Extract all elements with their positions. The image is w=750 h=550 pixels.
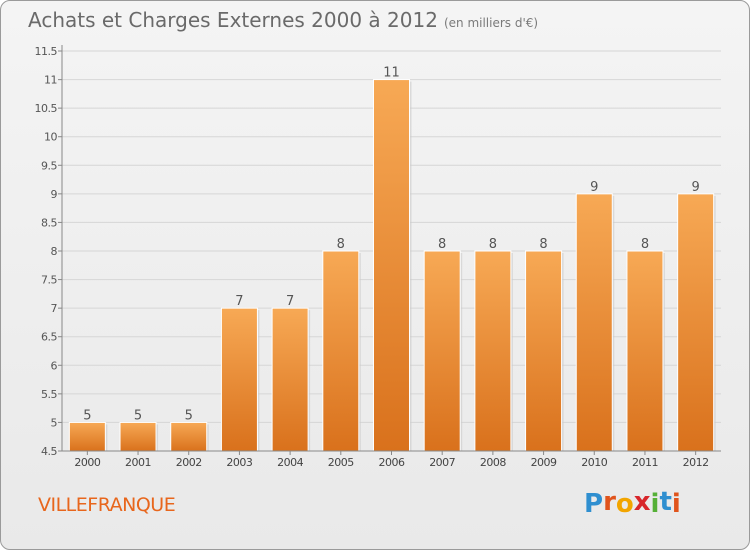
bar xyxy=(68,421,106,452)
bar xyxy=(119,421,157,452)
y-tick-label: 10.5 xyxy=(35,102,58,115)
bar xyxy=(626,250,664,452)
bar xyxy=(525,250,563,452)
y-tick-label: 5.5 xyxy=(41,388,57,401)
bar-value-label: 5 xyxy=(83,408,91,423)
bars: 5 5 5 7 7 8 11 8 8 8 9 8 9 xyxy=(68,66,716,452)
bar xyxy=(423,250,461,452)
bar xyxy=(575,193,613,452)
logo-letter: i xyxy=(650,489,660,519)
proxiti-logo: Proxiti xyxy=(584,487,681,519)
bar-value-label: 8 xyxy=(539,237,547,252)
bar-value-label: 9 xyxy=(692,180,700,195)
bar-value-label: 8 xyxy=(641,237,649,252)
bar-value-label: 9 xyxy=(590,180,598,195)
bar xyxy=(677,193,715,452)
x-tick-label: 2010 xyxy=(581,456,607,469)
x-tick-label: 2006 xyxy=(379,456,405,469)
x-tick-label: 2007 xyxy=(429,456,455,469)
bar xyxy=(220,307,258,452)
bar-value-label: 7 xyxy=(286,294,294,309)
bar-value-label: 8 xyxy=(489,237,497,252)
bar-value-label: 5 xyxy=(134,408,142,423)
x-tick-label: 2005 xyxy=(328,456,354,469)
y-tick-label: 5 xyxy=(51,416,58,429)
y-tick-label: 4.5 xyxy=(41,445,57,458)
y-tick-label: 11.5 xyxy=(35,45,58,58)
bar xyxy=(322,250,360,452)
logo-letter: r xyxy=(603,487,616,517)
x-tick-label: 2002 xyxy=(176,456,202,469)
y-tick-label: 9.5 xyxy=(41,159,57,172)
x-tick-label: 2008 xyxy=(480,456,506,469)
x-tick-label: 2012 xyxy=(683,456,709,469)
logo-letter: o xyxy=(615,489,634,519)
bar-value-label: 8 xyxy=(438,237,446,252)
bar xyxy=(474,250,512,452)
chart-title-text: Achats et Charges Externes 2000 à 2012 xyxy=(28,8,438,32)
y-tick-label: 10 xyxy=(44,131,57,144)
logo-letter: t xyxy=(659,487,672,517)
bar xyxy=(271,307,309,452)
commune-name: VILLEFRANQUE xyxy=(38,494,176,516)
y-tick-label: 11 xyxy=(44,74,57,87)
bar xyxy=(170,421,208,452)
x-tick-label: 2000 xyxy=(74,456,100,469)
logo-letter: P xyxy=(584,489,604,519)
y-tick-label: 8 xyxy=(51,245,58,258)
x-tick-label: 2004 xyxy=(277,456,303,469)
bar xyxy=(373,79,410,452)
y-tick-label: 8.5 xyxy=(41,216,57,229)
bar-value-label: 11 xyxy=(383,66,400,81)
bar-value-label: 8 xyxy=(337,237,345,252)
chart-subtitle: (en milliers d'€) xyxy=(443,16,539,30)
y-tick-label: 7.5 xyxy=(41,274,57,287)
chart-title: Achats et Charges Externes 2000 à 2012 (e… xyxy=(28,8,538,32)
x-tick-label: 2011 xyxy=(632,456,658,469)
bar-value-label: 7 xyxy=(235,294,243,309)
bar-value-label: 5 xyxy=(185,408,193,423)
y-tick-label: 6.5 xyxy=(41,331,57,344)
x-tick-label: 2001 xyxy=(125,456,151,469)
logo-letter: x xyxy=(633,487,651,517)
x-tick-label: 2003 xyxy=(226,456,252,469)
y-tick-label: 7 xyxy=(51,302,58,315)
axes: 4.5 5 5.5 6 6.5 7 7.5 8 8.5 9 9.5 10 10.5 11 11.5 2000 2… xyxy=(35,45,721,469)
y-tick-label: 6 xyxy=(51,359,58,372)
x-tick-label: 2009 xyxy=(531,456,557,469)
y-tick-label: 9 xyxy=(51,188,58,201)
logo-letter: i xyxy=(671,489,681,519)
